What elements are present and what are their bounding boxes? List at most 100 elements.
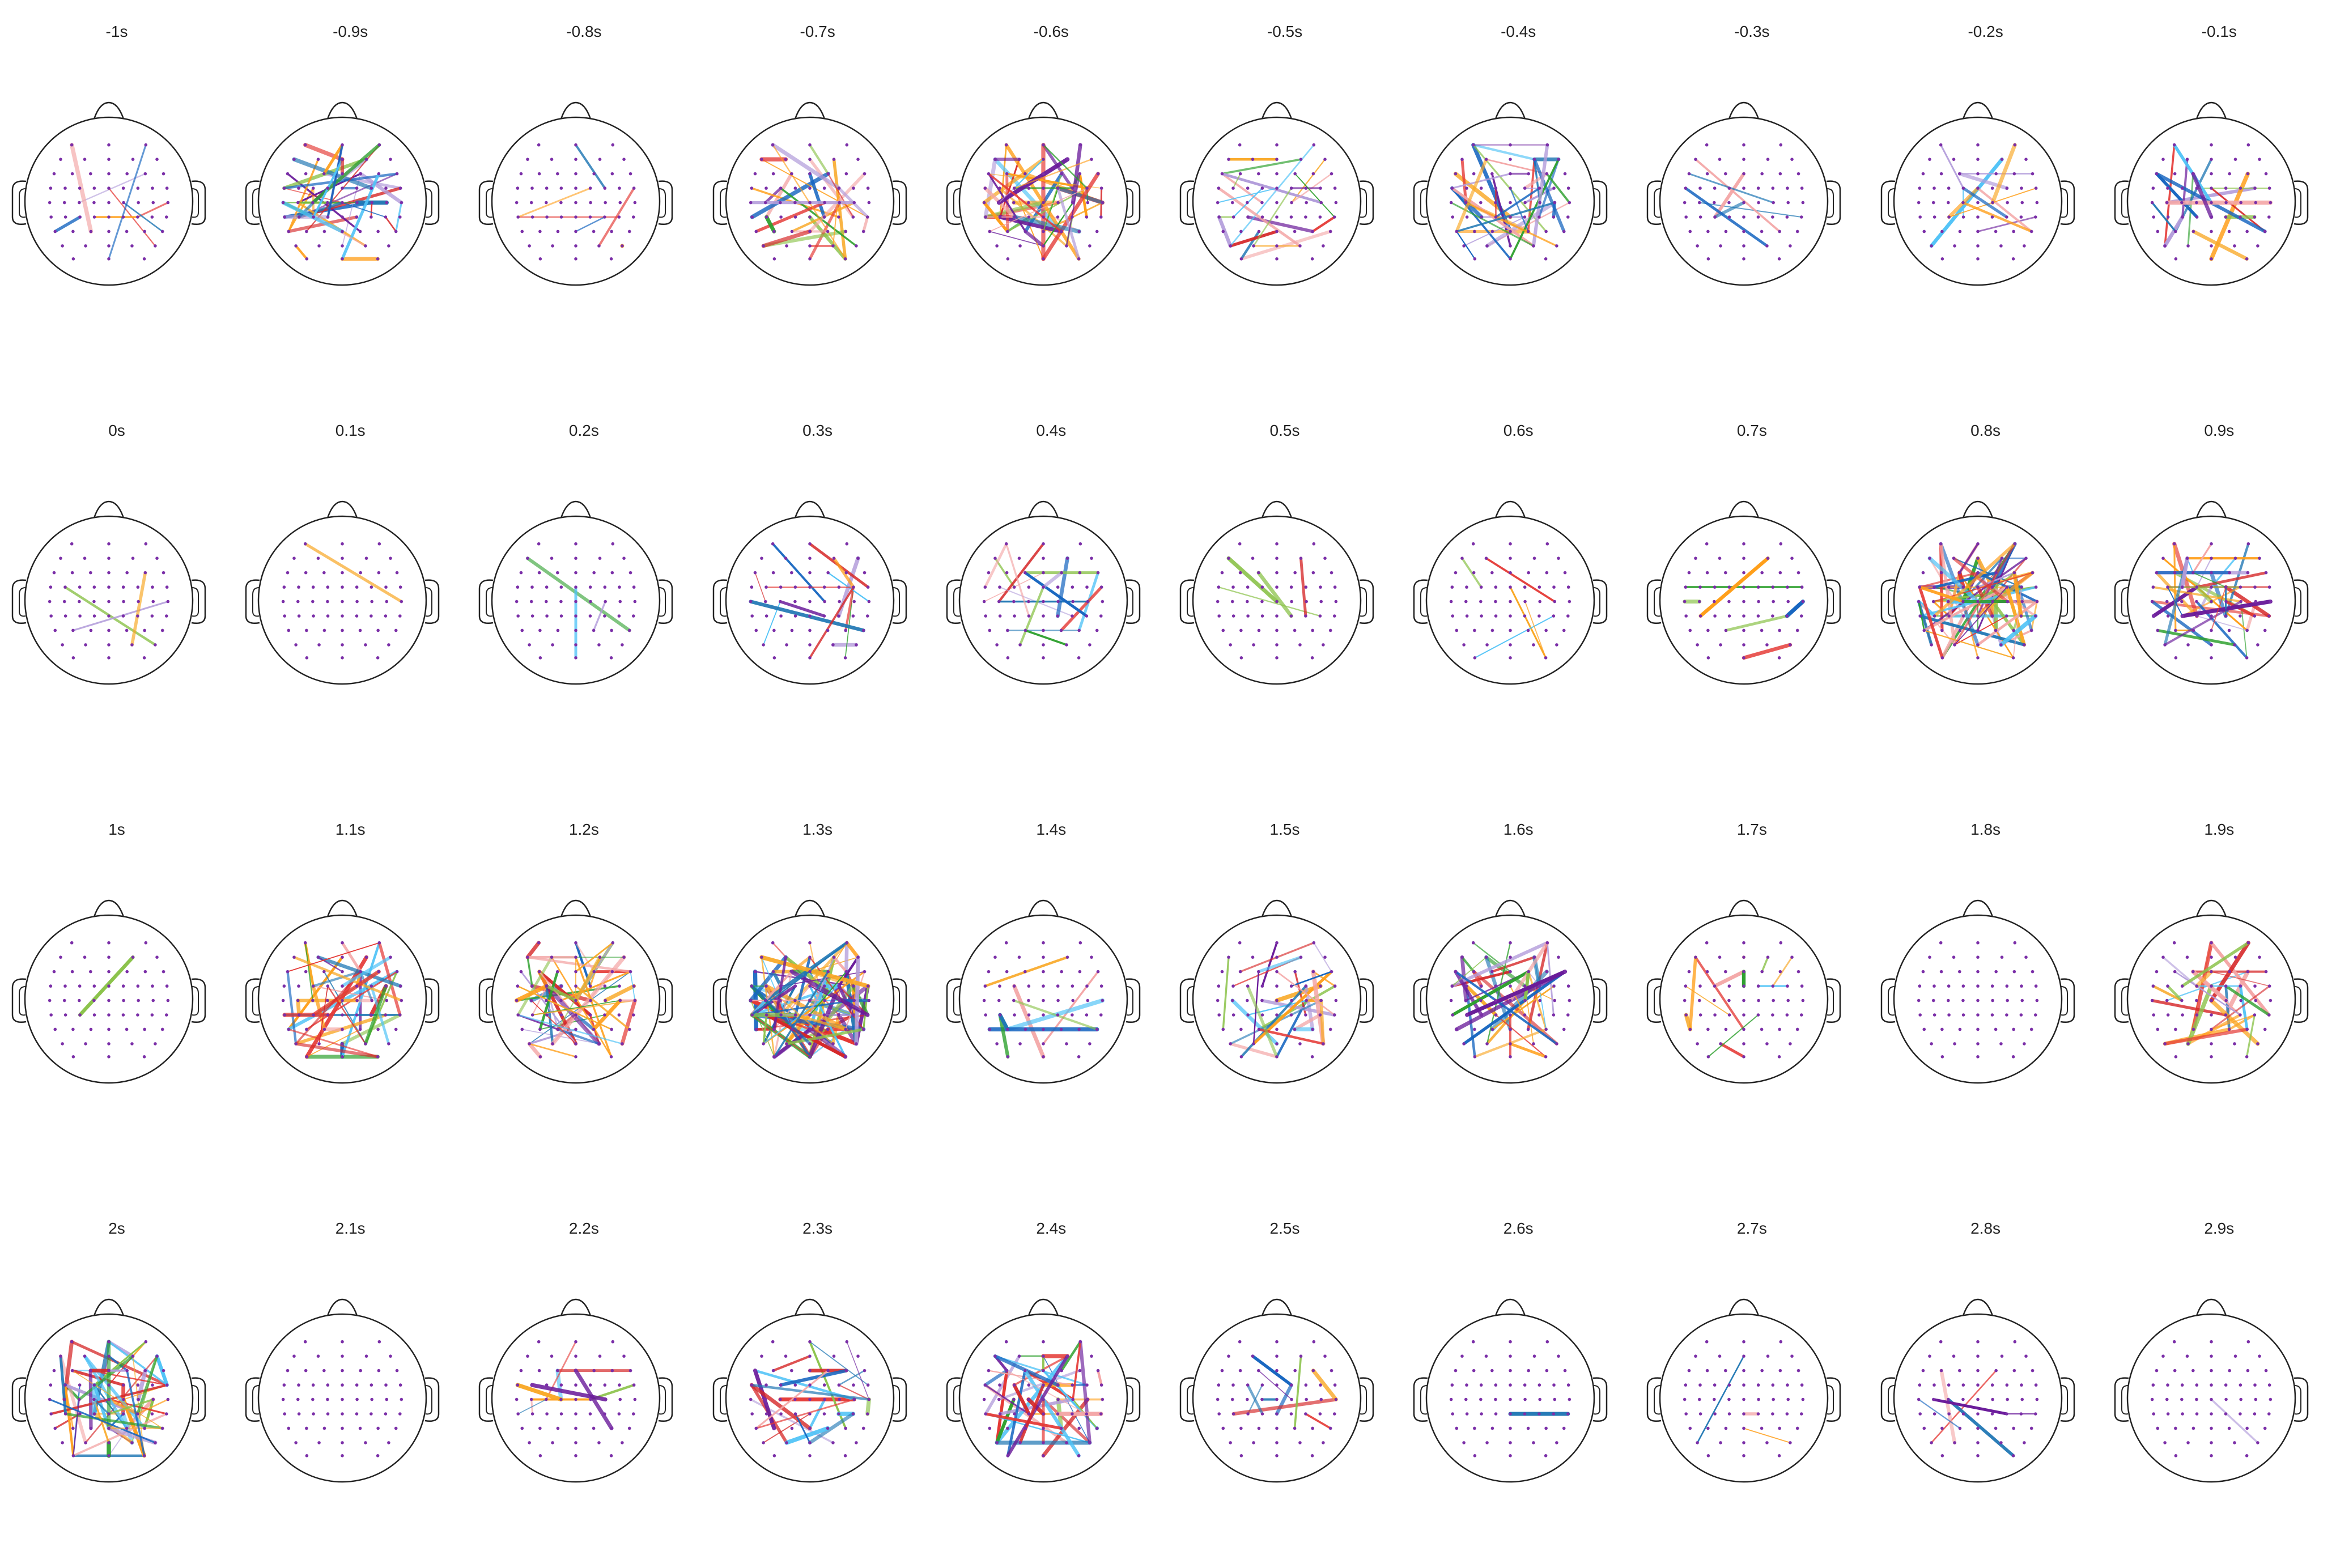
electrode-dot: [2181, 1412, 2184, 1416]
electrode-dot: [1509, 1441, 1512, 1444]
electrode-dot: [385, 201, 389, 205]
electrode-dot: [400, 201, 404, 205]
electrode-dot: [1552, 614, 1556, 618]
electrode-dot: [575, 186, 578, 190]
electrode-dot: [1078, 143, 1082, 147]
electrode-dot: [84, 643, 87, 647]
electrode-dot: [1947, 1383, 1950, 1387]
electrode-dot: [1298, 244, 1302, 248]
electrode-dot: [1333, 215, 1336, 219]
electrode-dot: [1085, 614, 1088, 618]
head-topoplot: [1168, 399, 1401, 770]
electrode-dot: [161, 230, 164, 233]
electrode-dot: [1042, 1340, 1045, 1344]
electrode-dot: [1932, 1013, 1936, 1017]
electrode-dot: [520, 571, 523, 575]
electrode-dot: [59, 955, 62, 959]
electrode-dot: [2174, 1454, 2177, 1457]
electrode-dot: [2167, 1013, 2170, 1017]
electrode-dot: [1976, 1454, 1980, 1457]
electrode-dot: [2210, 629, 2213, 632]
electrode-dot: [2181, 984, 2184, 988]
electrode-dot: [1275, 585, 1279, 589]
electrode-dot: [1252, 643, 1255, 647]
electrode-dot: [1713, 201, 1716, 205]
electrode-dot: [2006, 999, 2009, 1002]
electrode-dot: [78, 600, 81, 604]
electrode-dot: [1509, 158, 1512, 161]
nose: [1029, 502, 1058, 518]
electrode-dot: [575, 629, 578, 632]
electrode-dot: [808, 201, 812, 205]
electrode-dot: [1472, 542, 1475, 546]
topoplot-panel: 1.1s: [233, 798, 467, 1169]
electrode-dot: [1305, 186, 1308, 190]
electrode-dot: [1958, 1427, 1961, 1430]
electrode-dot: [1952, 158, 1955, 161]
electrode-dot: [575, 542, 578, 546]
electrode-dot: [610, 257, 613, 261]
electrode-dot: [341, 955, 344, 959]
electrode-dot: [2180, 201, 2184, 205]
electrode-dot: [1760, 629, 1764, 632]
electrode-dot: [1494, 215, 1498, 219]
electrode-dot: [2185, 1354, 2189, 1358]
electrode-dot: [1743, 244, 1746, 248]
electrode-dot: [771, 941, 774, 945]
electrode-dot: [89, 970, 92, 974]
topoplot-panel: 2.4s: [935, 1197, 1168, 1568]
electrode-dot: [618, 1383, 622, 1387]
electrode-dot: [304, 941, 307, 945]
electrode-dot: [632, 585, 636, 589]
electrode-dot: [1100, 585, 1103, 589]
electrode-dot: [764, 186, 768, 190]
electrode-dot: [1013, 215, 1016, 219]
electrode-dot: [1538, 984, 1541, 988]
electrode-dot: [1005, 172, 1009, 176]
topoplot-panel: 0.3s: [701, 399, 935, 770]
electrode-dot: [1293, 970, 1297, 974]
electrode-dot: [1779, 542, 1783, 546]
electrode-dot: [844, 1028, 847, 1031]
electrode-dot: [1085, 1013, 1088, 1017]
electrode-dot: [1246, 585, 1250, 589]
electrode-dot: [355, 585, 359, 589]
electrode-dot: [1553, 600, 1557, 604]
electrode-dot: [1976, 643, 1980, 647]
electrode-dot: [531, 215, 534, 219]
electrode-dot: [1251, 556, 1255, 560]
electrode-dot: [790, 629, 793, 632]
electrode-dot: [1490, 970, 1494, 974]
head-topoplot: [701, 798, 935, 1169]
electrode-dot: [2151, 984, 2155, 988]
electrode-dot: [2265, 1369, 2268, 1372]
electrode-dot: [808, 571, 812, 575]
electrode-dot: [983, 1383, 987, 1387]
electrode-dot: [808, 941, 812, 945]
electrode-dot: [93, 1383, 96, 1387]
electrode-dot: [1275, 201, 1279, 205]
electrode-dot: [2020, 1383, 2023, 1387]
electrode-dot: [298, 215, 301, 219]
electrode-dot: [1696, 244, 1700, 248]
electrode-dot: [611, 542, 615, 546]
electrode-dot: [2005, 1412, 2008, 1416]
electrode-dot: [838, 600, 841, 604]
electrode-dot: [604, 1398, 608, 1401]
electrode-dot: [1322, 1042, 1325, 1046]
electrode-dot: [296, 600, 300, 604]
electrode-dot: [1231, 600, 1234, 604]
electrode-dot: [634, 1398, 637, 1401]
electrode-dot: [1779, 970, 1782, 974]
electrode-dot: [1728, 999, 1731, 1002]
electrode-dot: [2239, 1398, 2242, 1401]
electrode-dot: [365, 955, 368, 959]
electrode-dot: [1743, 1441, 1746, 1444]
electrode-dot: [1928, 955, 1931, 959]
electrode-dot: [1066, 556, 1069, 560]
electrode-dot: [822, 1412, 826, 1416]
electrode-dot: [1216, 201, 1220, 205]
electrode-dot: [1330, 970, 1333, 974]
electrode-dot: [1322, 1441, 1325, 1444]
electrode-dot: [988, 1427, 991, 1430]
